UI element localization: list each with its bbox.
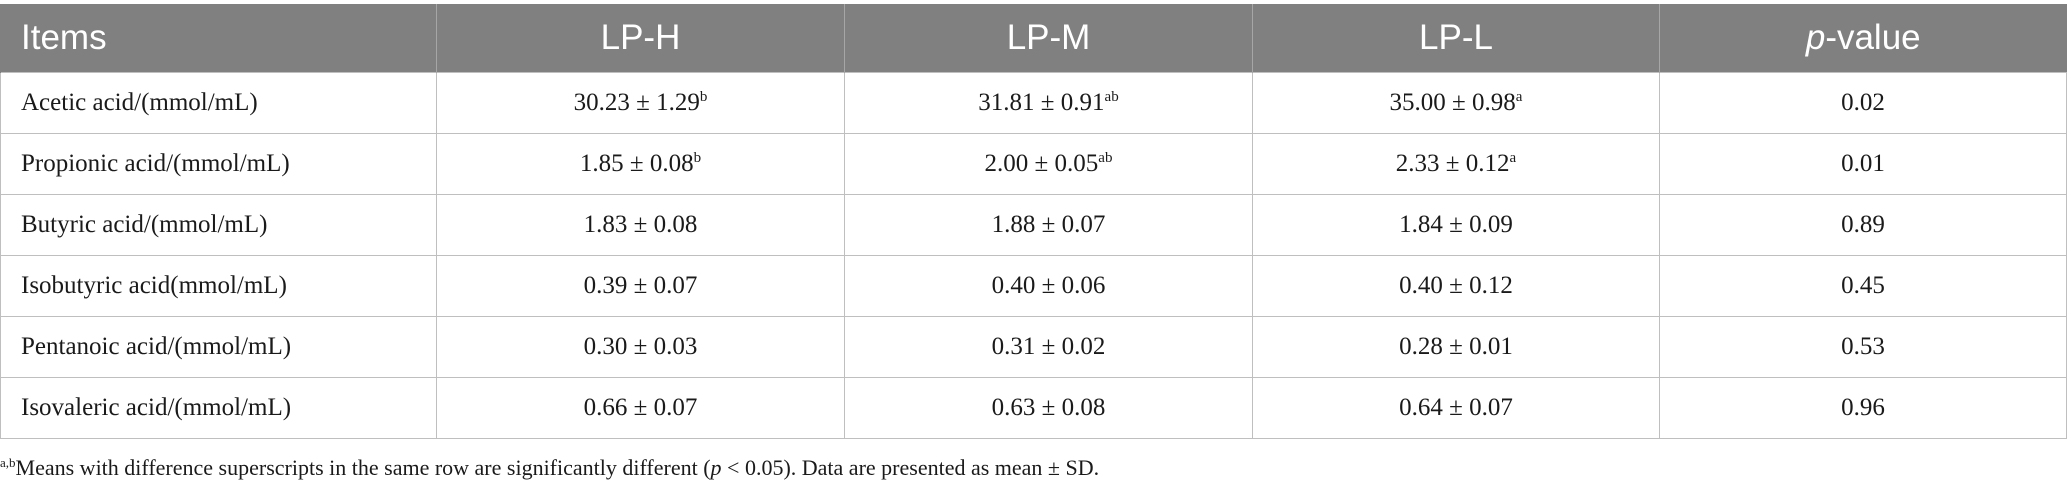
cell-lp-h: 0.39 ± 0.07 <box>436 255 845 317</box>
cell-item: Pentanoic acid/(mmol/mL) <box>0 316 437 378</box>
cell-value: 1.84 ± 0.09 <box>1399 211 1513 238</box>
header-lp-m: LP-M <box>844 4 1253 73</box>
cell-value: 0.40 ± 0.06 <box>991 272 1106 299</box>
cell-lp-m: 0.63 ± 0.08 <box>844 377 1253 439</box>
table-row: Isobutyric acid(mmol/mL) 0.39 ± 0.07 0.4… <box>0 255 2067 317</box>
cell-value: 2.33 ± 0.12 <box>1395 150 1510 177</box>
cell-lp-l: 1.84 ± 0.09 <box>1252 194 1660 256</box>
header-lp-l: LP-L <box>1252 4 1660 73</box>
cell-lp-m: 31.81 ± 0.91ab <box>844 72 1253 134</box>
cell-p-value: 0.01 <box>1659 133 2067 195</box>
cell-value: 0.63 ± 0.08 <box>991 394 1106 421</box>
footnote-superscript: a,b <box>0 455 16 470</box>
table-row: Propionic acid/(mmol/mL) 1.85 ± 0.08b 2.… <box>0 133 2067 195</box>
cell-superscript: b <box>699 89 708 105</box>
cell-value: 0.30 ± 0.03 <box>583 333 698 360</box>
header-p-value: p-value <box>1659 4 2067 73</box>
cell-item: Isobutyric acid(mmol/mL) <box>0 255 437 317</box>
table-header-row: Items LP-H LP-M LP-L p-value <box>0 4 2067 73</box>
cell-superscript: a <box>1515 89 1523 105</box>
cell-lp-h: 0.66 ± 0.07 <box>436 377 845 439</box>
cell-value: 31.81 ± 0.91 <box>978 89 1105 116</box>
cell-value: 2.00 ± 0.05 <box>984 150 1099 177</box>
cell-p-value: 0.53 <box>1659 316 2067 378</box>
cell-item: Isovaleric acid/(mmol/mL) <box>0 377 437 439</box>
cell-lp-m: 1.88 ± 0.07 <box>844 194 1253 256</box>
cell-lp-h: 1.85 ± 0.08b <box>436 133 845 195</box>
footnote-text-before: Means with difference superscripts in th… <box>15 455 711 480</box>
cell-item: Butyric acid/(mmol/mL) <box>0 194 437 256</box>
cell-superscript: a <box>1509 150 1517 166</box>
data-table-container: Items LP-H LP-M LP-L p-value Acetic acid… <box>0 4 2067 439</box>
cell-value: 0.66 ± 0.07 <box>583 394 698 421</box>
cell-lp-l: 0.64 ± 0.07 <box>1252 377 1660 439</box>
cell-value: 0.28 ± 0.01 <box>1399 333 1513 360</box>
cell-value: 0.40 ± 0.12 <box>1399 272 1513 299</box>
cell-value: 0.64 ± 0.07 <box>1399 394 1513 421</box>
cell-superscript: ab <box>1098 150 1113 166</box>
cell-lp-m: 0.40 ± 0.06 <box>844 255 1253 317</box>
cell-item: Propionic acid/(mmol/mL) <box>0 133 437 195</box>
table-row: Pentanoic acid/(mmol/mL) 0.30 ± 0.03 0.3… <box>0 316 2067 378</box>
footnote-text-after: < 0.05). Data are presented as mean ± SD… <box>721 455 1100 480</box>
table-row: Isovaleric acid/(mmol/mL) 0.66 ± 0.07 0.… <box>0 377 2067 439</box>
cell-lp-h: 30.23 ± 1.29b <box>436 72 845 134</box>
cell-value: 0.39 ± 0.07 <box>583 272 698 299</box>
cell-p-value: 0.45 <box>1659 255 2067 317</box>
cell-lp-h: 1.83 ± 0.08 <box>436 194 845 256</box>
cell-lp-l: 2.33 ± 0.12a <box>1252 133 1660 195</box>
cell-lp-l: 0.28 ± 0.01 <box>1252 316 1660 378</box>
header-lp-h: LP-H <box>436 4 845 73</box>
cell-value: 35.00 ± 0.98 <box>1389 89 1516 116</box>
table-footnote: a,bMeans with difference superscripts in… <box>0 455 1099 481</box>
cell-lp-l: 35.00 ± 0.98a <box>1252 72 1660 134</box>
cell-value: 0.31 ± 0.02 <box>991 333 1106 360</box>
cell-superscript: b <box>693 150 702 166</box>
footnote-p-letter: p <box>710 455 722 480</box>
cell-value: 1.85 ± 0.08 <box>579 150 694 177</box>
cell-value: 1.88 ± 0.07 <box>991 211 1106 238</box>
table-row: Butyric acid/(mmol/mL) 1.83 ± 0.08 1.88 … <box>0 194 2067 256</box>
cell-p-value: 0.89 <box>1659 194 2067 256</box>
cell-lp-h: 0.30 ± 0.03 <box>436 316 845 378</box>
cell-p-value: 0.02 <box>1659 72 2067 134</box>
header-p-letter: p <box>1805 18 1826 57</box>
cell-superscript: ab <box>1104 89 1119 105</box>
cell-item: Acetic acid/(mmol/mL) <box>0 72 437 134</box>
table-row: Acetic acid/(mmol/mL) 30.23 ± 1.29b 31.8… <box>0 72 2067 134</box>
header-p-rest: -value <box>1825 18 1921 57</box>
data-table: Items LP-H LP-M LP-L p-value Acetic acid… <box>0 4 2067 439</box>
cell-p-value: 0.96 <box>1659 377 2067 439</box>
header-items: Items <box>0 4 437 73</box>
cell-lp-l: 0.40 ± 0.12 <box>1252 255 1660 317</box>
cell-value: 1.83 ± 0.08 <box>583 211 698 238</box>
cell-lp-m: 2.00 ± 0.05ab <box>844 133 1253 195</box>
cell-lp-m: 0.31 ± 0.02 <box>844 316 1253 378</box>
cell-value: 30.23 ± 1.29 <box>573 89 700 116</box>
